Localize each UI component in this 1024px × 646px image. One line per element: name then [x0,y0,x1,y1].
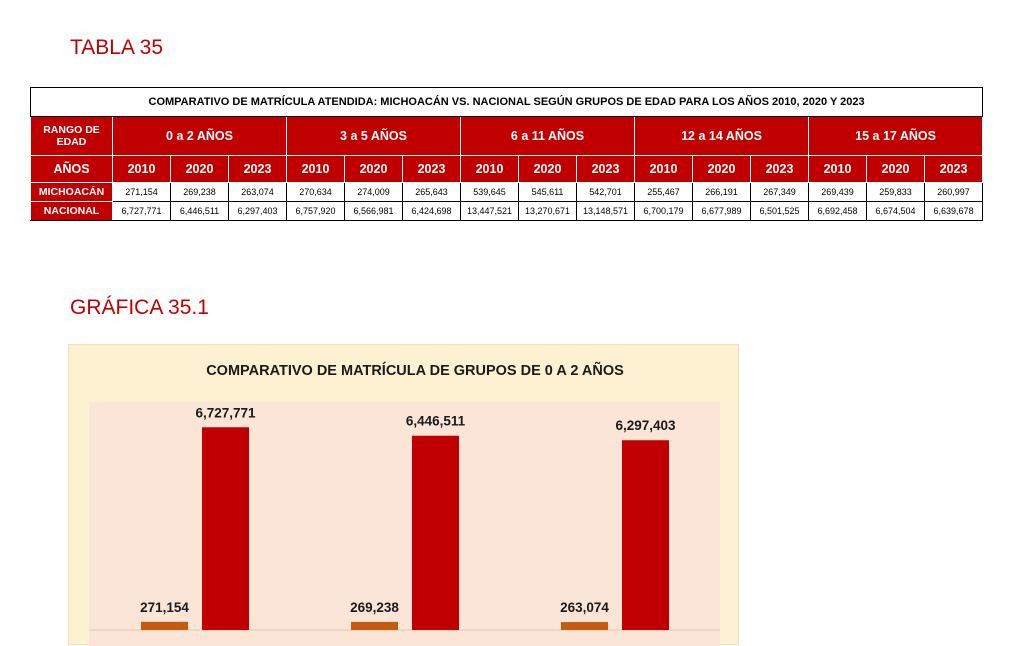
table-cell: 6,757,920 [286,201,345,221]
years-header: AÑOS [30,155,113,183]
table-cell: 545,611 [518,182,577,202]
year-header: 2023 [228,155,287,183]
year-header: 2010 [634,155,693,183]
year-header: 2010 [460,155,519,183]
year-header: 2023 [750,155,809,183]
table-cell: 269,238 [170,182,229,202]
table-cell: 6,566,981 [344,201,403,221]
plot-area [89,402,720,646]
age-group-header: 15 a 17 AÑOS [807,116,984,156]
data-label: 6,297,403 [615,418,676,433]
table-cell: 266,191 [692,182,751,202]
data-label: 6,727,771 [195,405,256,420]
data-label: 271,154 [140,600,189,615]
age-group-header: 3 a 5 AÑOS [286,116,461,156]
year-header: 2010 [286,155,345,183]
chart-panel: COMPARATIVO DE MATRÍCULA DE GRUPOS DE 0 … [68,344,739,646]
range-header: RANGO DE EDAD [30,116,113,156]
table-cell: 255,467 [634,182,693,202]
table-cell: 271,154 [112,182,171,202]
table-cell: 269,439 [808,182,867,202]
data-label: 269,238 [350,600,399,615]
chart-title: COMPARATIVO DE MATRÍCULA DE GRUPOS DE 0 … [206,361,624,379]
age-group-header: 12 a 14 AÑOS [634,116,809,156]
table-cell: 13,148,571 [576,201,635,221]
year-header: 2010 [808,155,867,183]
age-group-header: 6 a 11 AÑOS [460,116,635,156]
table-cell: 542,701 [576,182,635,202]
table-cell: 260,997 [923,182,984,202]
bar [202,427,249,630]
table-cell: 6,677,989 [692,201,751,221]
age-group-header: 0 a 2 AÑOS [112,116,287,156]
table-cell: 6,727,771 [112,201,171,221]
table-cell: 6,501,525 [750,201,809,221]
table-row: NACIONAL 6,727,771 6,446,511 6,297,403 6,757… [30,201,984,221]
bar [412,435,459,630]
year-header: 2020 [170,155,229,183]
table-cell: 13,447,521 [460,201,519,221]
table-cell: 6,674,504 [866,201,925,221]
bar [351,621,398,630]
bar [622,440,669,630]
year-header: 2023 [402,155,461,183]
bar-chart: COMPARATIVO DE MATRÍCULA DE GRUPOS DE 0 … [89,361,720,646]
table-cell: 259,833 [866,182,925,202]
chart-heading: GRÁFICA 35.1 [70,296,209,319]
table-heading: TABLA 35 [70,36,164,59]
table-cell: 6,692,458 [808,201,867,221]
table-cell: 6,297,403 [228,201,287,221]
bar [141,621,188,630]
table-cell: 274,009 [344,182,403,202]
year-header: 2023 [576,155,635,183]
year-header: 2010 [112,155,171,183]
year-header: 2020 [344,155,403,183]
year-header: 2020 [692,155,751,183]
table-cell: 270,634 [286,182,345,202]
table-cell: 263,074 [228,182,287,202]
table-cell: 6,700,179 [634,201,693,221]
table-cell: 539,645 [460,182,519,202]
table-cell: 267,349 [750,182,809,202]
year-header: 2020 [866,155,925,183]
table-cell: 6,639,678 [923,201,984,221]
year-header: 2020 [518,155,577,183]
table-cell: 13,270,671 [518,201,577,221]
row-label: NACIONAL [30,201,113,221]
data-label: 263,074 [560,600,609,615]
table-cell: 6,424,698 [402,201,461,221]
bar [561,622,608,630]
table-cell: 265,643 [402,182,461,202]
row-label: MICHOACÁN [30,182,113,202]
comparison-table: COMPARATIVO DE MATRÍCULA ATENDIDA: MICHO… [29,87,984,221]
table-row: MICHOACÁN 271,154 269,238 263,074 270,634 274… [30,182,984,202]
table-caption: COMPARATIVO DE MATRÍCULA ATENDIDA: MICHO… [29,87,984,117]
data-label: 6,446,511 [406,414,466,429]
year-header: 2023 [923,155,984,183]
table-cell: 6,446,511 [170,201,229,221]
